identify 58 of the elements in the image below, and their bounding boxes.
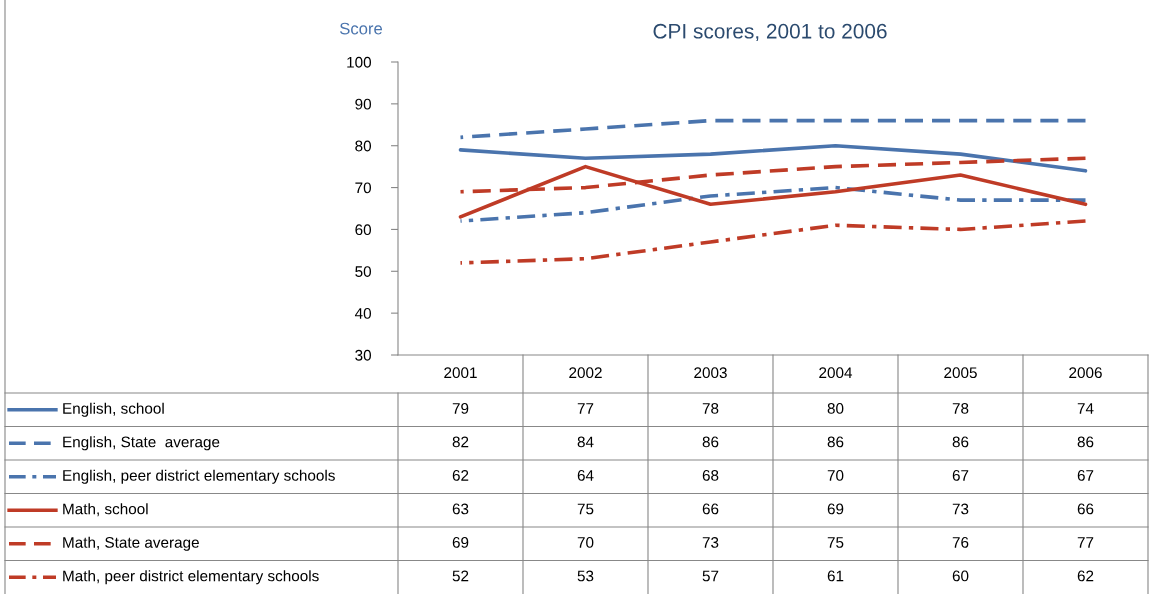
data-label: 62 xyxy=(1077,570,1094,582)
data-label: 75 xyxy=(577,503,594,515)
data-label: 53 xyxy=(577,570,594,582)
x-tick-label: 2003 xyxy=(694,367,727,379)
legend-label: Math, peer district elementary schools xyxy=(63,570,319,585)
data-label: 64 xyxy=(577,470,594,481)
legend-label: Math, State average xyxy=(63,536,199,551)
data-label: 63 xyxy=(452,503,469,515)
data-label: 62 xyxy=(452,470,469,481)
data-label: 82 xyxy=(452,436,469,448)
data-label: 61 xyxy=(827,570,844,582)
data-label: 66 xyxy=(1077,503,1094,515)
data-label: 77 xyxy=(1077,537,1094,548)
data-label: 74 xyxy=(1077,403,1094,414)
data-label: 80 xyxy=(827,403,844,414)
y-tick-label: 80 xyxy=(355,140,372,152)
data-label: 86 xyxy=(827,436,844,448)
data-label: 78 xyxy=(952,403,969,414)
y-axis-title: Score xyxy=(339,22,383,35)
y-tick-label: 30 xyxy=(355,349,372,361)
data-label: 77 xyxy=(577,403,594,414)
data-label: 76 xyxy=(952,537,969,548)
data-label: 67 xyxy=(1077,470,1094,481)
data-label: 67 xyxy=(952,470,969,481)
legend-label: Math, school xyxy=(63,503,148,517)
data-label: 79 xyxy=(452,403,469,414)
y-tick-label: 90 xyxy=(355,98,372,110)
x-tick-label: 2006 xyxy=(1069,367,1102,379)
chart-title: CPI scores, 2001 to 2006 xyxy=(653,23,887,42)
data-label: 73 xyxy=(702,537,719,548)
y-tick-label: 50 xyxy=(355,266,372,277)
x-tick-label: 2004 xyxy=(819,367,853,379)
data-label: 70 xyxy=(827,470,844,481)
data-label: 86 xyxy=(952,436,969,448)
x-tick-label: 2001 xyxy=(444,367,477,379)
data-label: 68 xyxy=(702,470,719,481)
y-tick-label: 100 xyxy=(347,56,372,68)
data-label: 60 xyxy=(952,570,969,582)
data-label: 86 xyxy=(1077,436,1094,448)
data-label: 78 xyxy=(702,403,719,414)
data-label: 52 xyxy=(452,570,469,582)
x-tick-label: 2005 xyxy=(944,367,977,379)
data-label: 69 xyxy=(452,537,469,548)
y-tick-label: 70 xyxy=(355,182,372,194)
legend-label: English, school xyxy=(63,402,164,417)
data-label: 75 xyxy=(827,537,844,548)
legend-label: English, State average xyxy=(63,436,220,451)
y-tick-label: 60 xyxy=(355,224,372,236)
data-label: 86 xyxy=(702,436,719,448)
data-label: 70 xyxy=(577,537,594,548)
data-label: 57 xyxy=(702,570,719,582)
data-label: 66 xyxy=(702,503,719,515)
y-tick-label: 40 xyxy=(354,308,372,319)
data-label: 73 xyxy=(952,503,969,515)
data-label: 84 xyxy=(577,436,594,448)
data-label: 69 xyxy=(827,503,844,515)
legend-label: English, peer district elementary schools xyxy=(63,469,335,484)
x-tick-label: 2002 xyxy=(569,367,602,379)
